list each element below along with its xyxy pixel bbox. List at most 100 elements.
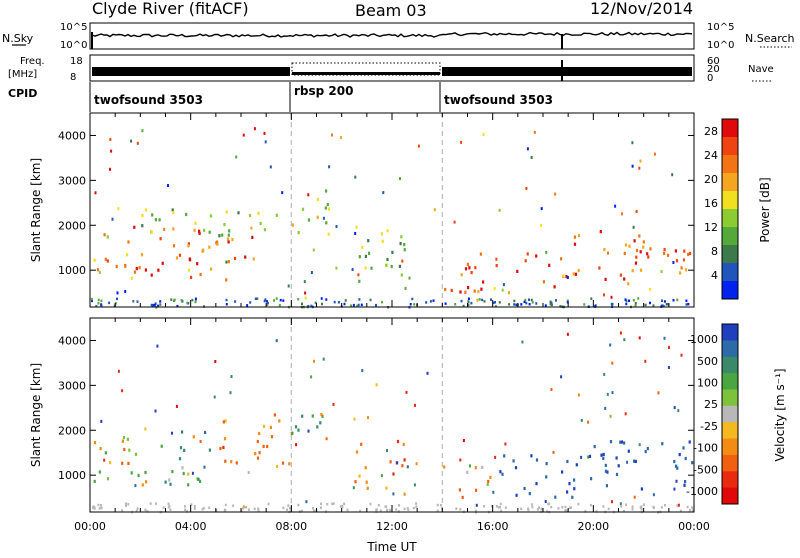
colorbar-tick-label: 4: [711, 269, 718, 282]
range-cell: [194, 300, 197, 304]
range-cell: [673, 487, 676, 491]
range-cell: [208, 230, 211, 234]
range-cell: [168, 478, 171, 482]
range-cell: [141, 214, 144, 218]
range-cell: [358, 474, 361, 478]
range-cell: [202, 248, 205, 252]
range-cell: [663, 248, 666, 252]
range-cell: [114, 302, 117, 305]
range-cell: [375, 303, 377, 307]
range-cell: [566, 301, 569, 304]
colorbar-tick-label: 20: [704, 173, 718, 186]
range-cell: [626, 460, 629, 464]
range-cell: [564, 505, 567, 509]
range-cell: [638, 166, 641, 170]
range-cell: [473, 289, 476, 293]
range-cell: [657, 391, 660, 395]
range-cell: [249, 214, 251, 218]
range-cell: [631, 141, 634, 145]
range-cell: [258, 451, 261, 455]
range-cell: [189, 258, 192, 262]
range-cell: [593, 445, 596, 449]
range-cell: [684, 456, 687, 461]
range-cell: [623, 251, 626, 255]
range-cell: [199, 440, 202, 443]
nsearch-tick-top: 10^5: [707, 22, 734, 33]
power-colorbar-label: Power [dB]: [758, 177, 772, 242]
range-cell: [520, 303, 523, 306]
range-cell: [377, 503, 380, 507]
range-cell: [297, 428, 300, 432]
range-cell: [199, 272, 202, 277]
range-cell: [461, 495, 464, 499]
range-cell: [106, 477, 110, 481]
range-cell: [587, 420, 590, 424]
range-cell: [614, 204, 617, 208]
range-cell: [225, 303, 228, 306]
power-x-ticks: [89, 113, 695, 307]
range-cell: [458, 488, 461, 492]
power-frame: [89, 112, 695, 308]
freq-tick-bottom: 8: [70, 72, 76, 83]
range-cell: [172, 211, 175, 215]
range-cell: [503, 454, 506, 458]
y-tick-label: 2000: [58, 424, 86, 437]
range-cell: [95, 304, 98, 308]
range-cell: [682, 446, 685, 450]
range-cell: [429, 300, 432, 303]
range-cell: [464, 290, 467, 294]
x-tick-label: 00:00: [678, 520, 710, 533]
range-cell: [186, 301, 189, 305]
range-cell: [163, 227, 166, 231]
nave-tick-mid: 20: [707, 64, 720, 75]
range-cell: [646, 447, 649, 451]
colorbar-swatch: [722, 209, 738, 228]
range-cell: [535, 482, 538, 486]
range-cell: [312, 248, 315, 252]
range-cell: [538, 506, 540, 509]
range-cell: [350, 304, 353, 307]
range-cell: [602, 452, 605, 457]
range-cell: [184, 508, 187, 511]
range-cell: [201, 508, 204, 511]
range-cell: [403, 507, 406, 511]
range-cell: [413, 483, 416, 487]
range-cell: [672, 299, 675, 302]
range-cell: [499, 502, 502, 506]
range-cell: [615, 456, 618, 460]
range-cell: [203, 228, 206, 232]
range-cell: [361, 369, 364, 373]
range-cell: [623, 338, 626, 342]
range-cell: [528, 298, 530, 301]
colorbar-tick-label: 16: [704, 197, 718, 210]
range-cell: [99, 447, 102, 451]
colorbar-swatch: [722, 155, 738, 174]
range-cell: [237, 211, 240, 215]
nsky-series: [91, 31, 693, 38]
range-cell: [100, 504, 102, 507]
range-cell: [584, 510, 587, 513]
range-cell: [221, 233, 224, 237]
range-cell: [542, 280, 545, 284]
range-cell: [642, 245, 645, 249]
range-cell: [625, 299, 628, 303]
range-cell: [544, 500, 547, 503]
range-cell: [639, 250, 642, 254]
range-cell: [208, 506, 211, 509]
range-cell: [150, 273, 153, 277]
range-cell: [632, 225, 635, 229]
range-cell: [187, 472, 190, 476]
range-cell: [528, 492, 531, 496]
range-cell: [399, 242, 402, 246]
range-cell: [247, 508, 250, 511]
range-cell: [264, 298, 267, 301]
range-cell: [288, 462, 291, 466]
nsky-label: N.Sky: [2, 32, 34, 45]
range-cell: [314, 301, 317, 305]
range-cell: [577, 233, 581, 238]
range-cell: [646, 252, 649, 256]
range-cell: [380, 232, 383, 236]
range-cell: [134, 452, 138, 456]
range-cell: [619, 273, 622, 277]
range-cell: [179, 446, 183, 450]
